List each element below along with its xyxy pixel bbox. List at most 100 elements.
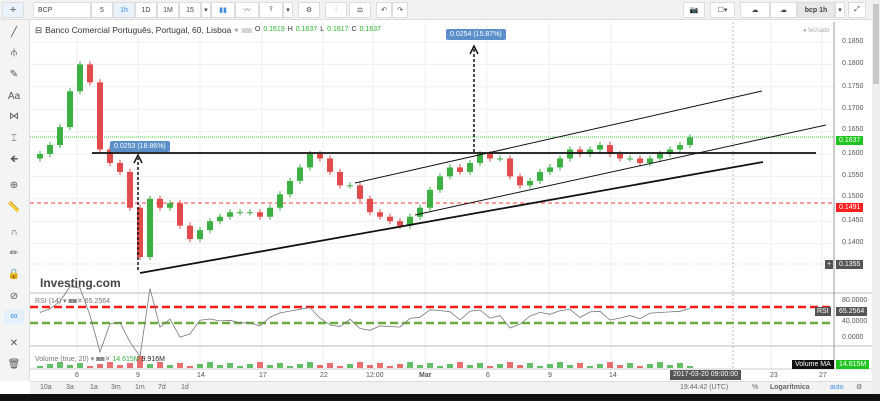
volume-bar xyxy=(487,366,493,368)
candle xyxy=(567,149,573,159)
candle xyxy=(177,203,183,226)
candle xyxy=(327,158,333,172)
range-1d[interactable]: 1d xyxy=(181,384,189,391)
camera-icon[interactable]: 📷 xyxy=(683,2,705,18)
range-7d[interactable]: 7d xyxy=(158,384,166,391)
zoom-icon[interactable]: ⊕ xyxy=(9,180,19,191)
candle xyxy=(357,185,363,199)
range-3a[interactable]: 3a xyxy=(66,384,74,391)
percent-toggle[interactable]: % xyxy=(752,384,759,391)
volume-bar xyxy=(537,366,543,368)
volume-bar xyxy=(197,364,203,368)
interval-1m[interactable]: 1M xyxy=(157,2,179,18)
volume-bar xyxy=(567,365,573,368)
range-3m[interactable]: 3m xyxy=(111,384,121,391)
lock-icon[interactable]: 🔒 xyxy=(7,269,21,280)
cloud-upload-icon[interactable]: ☁ xyxy=(770,2,797,18)
candle xyxy=(47,145,53,154)
range-10a[interactable]: 10a xyxy=(40,384,52,391)
volume-bar xyxy=(507,362,513,368)
candle xyxy=(457,167,463,172)
magnet-icon[interactable]: ∩ xyxy=(10,227,18,238)
redo-icon[interactable]: ↷ xyxy=(392,2,408,18)
fullscreen-icon[interactable]: ⤢ xyxy=(848,2,866,18)
measure-label-1: 0.0253 (18.86%) xyxy=(110,141,170,152)
candle xyxy=(577,149,583,154)
volume-bar xyxy=(417,365,423,368)
arrow-icon[interactable]: 🡸 xyxy=(9,154,19,165)
market-status: ● fechado xyxy=(803,28,830,34)
indicators-icon[interactable]: ⫯ xyxy=(259,2,283,18)
candle xyxy=(467,162,473,172)
range-1m[interactable]: 1m xyxy=(135,384,145,391)
volume-bar xyxy=(117,365,123,368)
volume-ma-tag: Volume MA xyxy=(792,360,834,369)
interval-1d[interactable]: 1D xyxy=(135,2,157,18)
interval-5[interactable]: 5 xyxy=(91,2,113,18)
volume-bar xyxy=(287,366,293,368)
candle xyxy=(207,221,213,231)
pitchfork-icon[interactable]: ⫛ xyxy=(11,47,17,58)
undo-icon[interactable]: ↶ xyxy=(376,2,392,18)
candles-icon[interactable]: ▮▮ xyxy=(211,2,235,18)
candle xyxy=(127,171,133,208)
candle xyxy=(227,212,233,217)
eye-icon[interactable]: ◙◙ xyxy=(241,25,252,35)
plus-icon[interactable]: + xyxy=(825,260,834,269)
support-trend-line xyxy=(139,161,764,274)
scrollbar-thumb[interactable] xyxy=(873,4,879,84)
log-toggle[interactable]: Logarítmica xyxy=(770,384,810,391)
hide-icon[interactable]: ⊘ xyxy=(9,291,19,302)
brush-icon[interactable]: ✎ xyxy=(9,69,19,80)
color-square-icon[interactable]: ☐▾ xyxy=(710,2,735,18)
collapse-icon[interactable]: ⊟ xyxy=(35,25,43,35)
candle xyxy=(267,207,273,217)
chevron-down-icon[interactable]: ▾ xyxy=(835,2,845,18)
compare-icon[interactable]: ⫶ xyxy=(325,2,347,18)
candle xyxy=(97,82,103,150)
crosshair-icon[interactable]: ✛ xyxy=(2,2,24,18)
scrollbar[interactable] xyxy=(872,0,880,401)
volume-bar xyxy=(457,362,463,368)
interval-1h[interactable]: 1h xyxy=(113,2,135,18)
candle xyxy=(507,158,513,177)
interval-15[interactable]: 15 xyxy=(179,2,201,18)
volume-bar xyxy=(147,364,153,368)
text-icon[interactable]: Aa xyxy=(7,91,21,102)
trash-icon[interactable]: 🗑 xyxy=(7,359,21,370)
range-1a[interactable]: 1a xyxy=(90,384,98,391)
rsi-line xyxy=(39,286,691,358)
candle xyxy=(637,158,643,163)
gear-icon[interactable]: ⚙ xyxy=(856,384,863,391)
ruler-icon[interactable]: 📏 xyxy=(7,202,21,213)
line-chart-icon[interactable]: 〰 xyxy=(235,2,259,18)
volume-bar xyxy=(377,363,383,368)
taskbar xyxy=(0,394,880,401)
balance-icon[interactable]: ⚖ xyxy=(349,2,371,18)
auto-toggle[interactable]: auto xyxy=(830,384,844,391)
measure-icon[interactable]: ⌶ xyxy=(11,133,17,144)
trend-line-icon[interactable]: ╱ xyxy=(10,27,18,38)
settings-icon[interactable]: ⚙ xyxy=(298,2,320,18)
pattern-icon[interactable]: ⋈ xyxy=(9,111,19,122)
volume-bar xyxy=(447,364,453,368)
candle xyxy=(287,180,293,195)
chevron-down-icon[interactable]: ▾ xyxy=(283,2,293,18)
red-level-tag: 0.1491 xyxy=(836,203,864,212)
symbol-input[interactable]: BCP xyxy=(33,2,91,18)
candle xyxy=(657,154,663,159)
layout-name[interactable]: bcp 1h xyxy=(797,2,835,18)
candle xyxy=(427,189,433,208)
volume-bar xyxy=(477,363,483,368)
volume-bar xyxy=(577,363,583,368)
stay-drawing-icon[interactable]: ✏ xyxy=(9,248,19,259)
volume-bar xyxy=(647,364,653,368)
link-icon[interactable]: ∞ xyxy=(4,310,24,324)
remove-drawings-icon[interactable]: ✕ xyxy=(9,338,19,349)
candle xyxy=(297,167,303,181)
chart-legend: ⊟ Banco Comercial Português, Portugal, 6… xyxy=(35,25,382,35)
cloud-download-icon[interactable]: ☁ xyxy=(740,2,770,18)
chevron-down-icon[interactable]: ▾ xyxy=(234,25,239,35)
chevron-down-icon[interactable]: ▾ xyxy=(201,2,211,18)
